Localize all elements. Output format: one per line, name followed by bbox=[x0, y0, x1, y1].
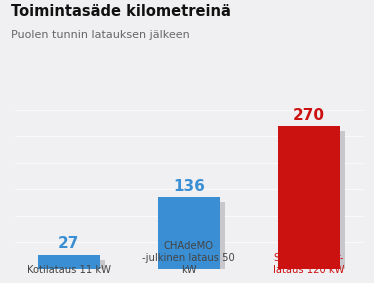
Text: CHAdeMO
-julkinen lataus 50
kW: CHAdeMO -julkinen lataus 50 kW bbox=[142, 241, 235, 275]
Text: Tesla
Supercharger-
lataus 120 kW: Tesla Supercharger- lataus 120 kW bbox=[273, 241, 344, 275]
FancyBboxPatch shape bbox=[163, 202, 225, 274]
Text: Toimintasäde kilometreinä: Toimintasäde kilometreinä bbox=[11, 4, 231, 19]
Text: 270: 270 bbox=[293, 108, 325, 123]
Text: 136: 136 bbox=[173, 179, 205, 194]
FancyBboxPatch shape bbox=[283, 131, 345, 274]
FancyBboxPatch shape bbox=[43, 260, 105, 274]
FancyBboxPatch shape bbox=[278, 126, 340, 269]
Text: Kotilataus 11 kW: Kotilataus 11 kW bbox=[27, 265, 111, 275]
Text: 27: 27 bbox=[58, 236, 80, 251]
FancyBboxPatch shape bbox=[158, 197, 220, 269]
FancyBboxPatch shape bbox=[38, 254, 100, 269]
Text: Puolen tunnin latauksen jälkeen: Puolen tunnin latauksen jälkeen bbox=[11, 30, 190, 40]
